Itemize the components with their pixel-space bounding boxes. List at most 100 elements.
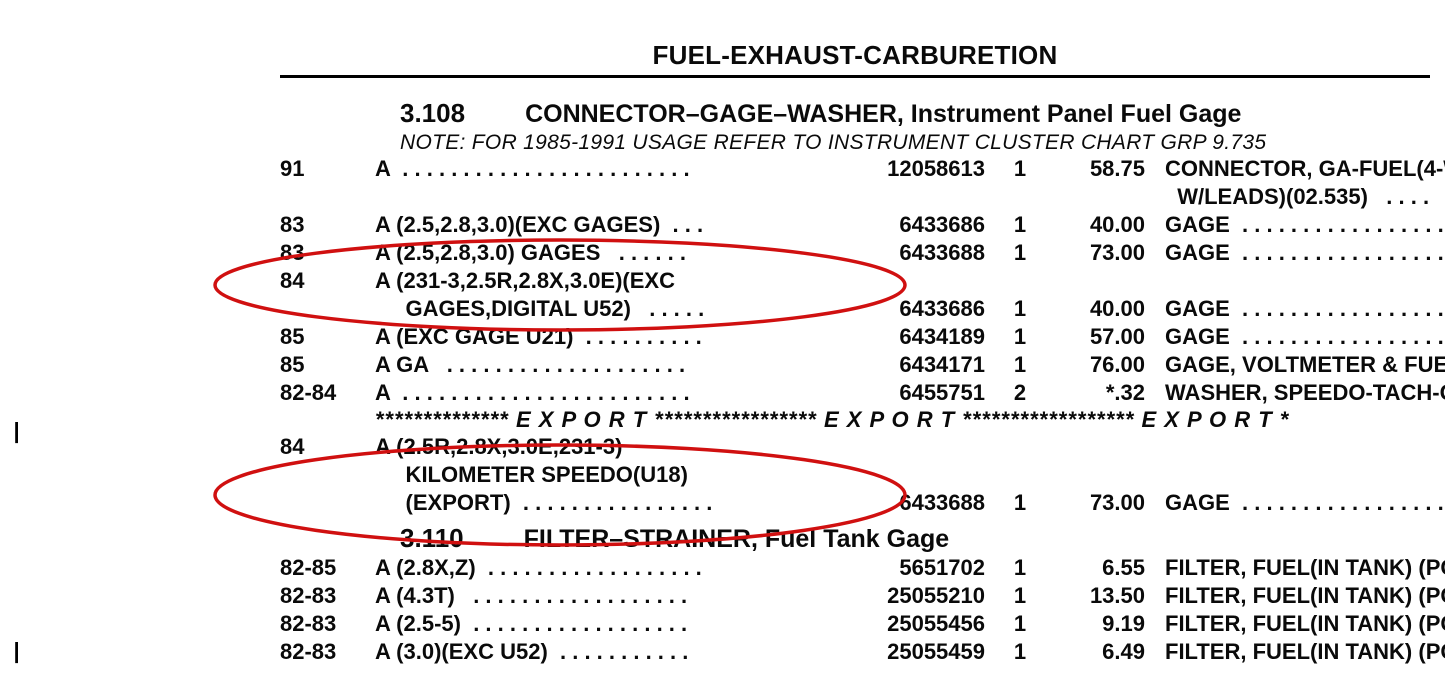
parts-table-3-108-export: 84A (2.5R,2.8X,3.0E,231-3) KILOMETER SPE… [280,433,1445,517]
item-name-cell: GAGE . . . . . . . . . . . . . . . . . . [1165,489,1445,517]
part-number-cell: 6455751 [835,379,995,407]
table-row: 82-85A (2.8X,Z) . . . . . . . . . . . . … [280,554,1445,582]
year-cell: 83 [280,239,375,267]
qty-cell: 1 [995,211,1045,239]
section-title-3-110: 3.110 FILTER–STRAINER, Fuel Tank Gage [400,523,1445,554]
year-cell: 82-85 [280,554,375,582]
qty-cell: 1 [995,295,1045,323]
section-name: FILTER–STRAINER, Fuel Tank Gage [524,525,950,554]
price-cell: 6.49 [1045,638,1165,666]
year-cell: 83 [280,211,375,239]
item-name-cell: FILTER, FUEL(IN TANK) (PG [1165,582,1445,610]
year-cell: 85 [280,323,375,351]
item-name-cell: GAGE . . . . . . . . . . . . . . . . . . [1165,295,1445,323]
margin-tick: | [10,420,23,445]
table-row: (EXPORT) . . . . . . . . . . . . . . . .… [280,489,1445,517]
qty-cell: 2 [995,379,1045,407]
qty-cell: 1 [995,638,1045,666]
year-cell: 84 [280,267,375,295]
price-cell: 76.00 [1045,351,1165,379]
section-number: 3.108 [400,98,465,129]
part-number-cell: 25055210 [835,582,995,610]
part-number-cell: 25055456 [835,610,995,638]
description-cell: A (2.8X,Z) . . . . . . . . . . . . . . .… [375,554,835,582]
table-row: 83A (2.5,2.8,3.0)(EXC GAGES) . . .643368… [280,211,1445,239]
item-name-cell: GAGE . . . . . . . . . . . . . . . . . . [1165,211,1445,239]
item-name-cell: CONNECTOR, GA-FUEL(4-W [1165,155,1445,183]
qty-cell: 1 [995,323,1045,351]
description-cell: A (3.0)(EXC U52) . . . . . . . . . . . [375,638,835,666]
table-row: KILOMETER SPEEDO(U18) [280,461,1445,489]
export-divider: ************** E X P O R T *************… [375,407,1445,433]
qty-cell: 1 [995,239,1045,267]
description-cell: A (2.5,2.8,3.0) GAGES . . . . . . [375,239,835,267]
part-number-cell: 6434189 [835,323,995,351]
item-name-cell: FILTER, FUEL(IN TANK) (PG [1165,638,1445,666]
year-cell: 91 [280,155,375,183]
part-number-cell: 6433688 [835,239,995,267]
part-number-cell: 25055459 [835,638,995,666]
parts-table-3-108: 91A . . . . . . . . . . . . . . . . . . … [280,155,1445,407]
table-row: 84A (231-3,2.5R,2.8X,3.0E)(EXC [280,267,1445,295]
table-row: 82-83A (2.5-5) . . . . . . . . . . . . .… [280,610,1445,638]
description-cell: A (EXC GAGE U21) . . . . . . . . . . [375,323,835,351]
price-cell: 13.50 [1045,582,1165,610]
part-number-cell: 5651702 [835,554,995,582]
part-number-cell: 6434171 [835,351,995,379]
item-name-cell: GAGE . . . . . . . . . . . . . . . . . . [1165,239,1445,267]
item-name-cell: GAGE . . . . . . . . . . . . . . . . . . [1165,323,1445,351]
table-row: 82-84A . . . . . . . . . . . . . . . . .… [280,379,1445,407]
left-margin: | | [0,0,200,683]
year-cell: 82-83 [280,638,375,666]
qty-cell: 1 [995,489,1045,517]
description-cell: A (2.5R,2.8X,3.0E,231-3) [375,433,835,461]
section-name: CONNECTOR–GAGE–WASHER, Instrument Panel … [525,100,1241,129]
table-row: 84A (2.5R,2.8X,3.0E,231-3) [280,433,1445,461]
price-cell: 6.55 [1045,554,1165,582]
qty-cell: 1 [995,582,1045,610]
section-note: NOTE: FOR 1985-1991 USAGE REFER TO INSTR… [400,131,1445,155]
table-row: 82-83A (4.3T) . . . . . . . . . . . . . … [280,582,1445,610]
price-cell: 40.00 [1045,295,1165,323]
part-number-cell: 12058613 [835,155,995,183]
description-cell: A (4.3T) . . . . . . . . . . . . . . . .… [375,582,835,610]
table-row: 85A GA . . . . . . . . . . . . . . . . .… [280,351,1445,379]
parts-table-3-110: 82-85A (2.8X,Z) . . . . . . . . . . . . … [280,554,1445,666]
description-cell: A (231-3,2.5R,2.8X,3.0E)(EXC [375,267,835,295]
page-header: FUEL-EXHAUST-CARBURETION [280,40,1430,78]
price-cell: 9.19 [1045,610,1165,638]
item-name-cell: WASHER, SPEEDO-TACH-G [1165,379,1445,407]
description-cell: A . . . . . . . . . . . . . . . . . . . … [375,155,835,183]
price-cell: 73.00 [1045,489,1165,517]
description-cell: A (2.5-5) . . . . . . . . . . . . . . . … [375,610,835,638]
qty-cell: 1 [995,610,1045,638]
part-number-cell: 6433686 [835,295,995,323]
description-cell: KILOMETER SPEEDO(U18) [375,461,835,489]
price-cell: 40.00 [1045,211,1165,239]
description-cell: A GA . . . . . . . . . . . . . . . . . .… [375,351,835,379]
qty-cell: 1 [995,554,1045,582]
table-row: 91A . . . . . . . . . . . . . . . . . . … [280,155,1445,183]
price-cell: 58.75 [1045,155,1165,183]
year-cell: 82-84 [280,379,375,407]
description-cell: A (2.5,2.8,3.0)(EXC GAGES) . . . [375,211,835,239]
year-cell: 82-83 [280,582,375,610]
section-title-3-108: 3.108 CONNECTOR–GAGE–WASHER, Instrument … [400,98,1445,129]
table-row: 82-83A (3.0)(EXC U52) . . . . . . . . . … [280,638,1445,666]
table-row: W/LEADS)(02.535) . . . . [280,183,1445,211]
table-row: 83A (2.5,2.8,3.0) GAGES . . . . . .64336… [280,239,1445,267]
year-cell: 85 [280,351,375,379]
price-cell: *.32 [1045,379,1165,407]
item-name-cell: W/LEADS)(02.535) . . . . [1165,183,1445,211]
price-cell: 73.00 [1045,239,1165,267]
description-cell: A . . . . . . . . . . . . . . . . . . . … [375,379,835,407]
description-cell: GAGES,DIGITAL U52) . . . . . [375,295,835,323]
table-row: GAGES,DIGITAL U52) . . . . .6433686140.0… [280,295,1445,323]
document-content: FUEL-EXHAUST-CARBURETION 3.108 CONNECTOR… [280,40,1445,666]
price-cell: 57.00 [1045,323,1165,351]
qty-cell: 1 [995,351,1045,379]
description-cell: (EXPORT) . . . . . . . . . . . . . . . . [375,489,835,517]
item-name-cell: FILTER, FUEL(IN TANK) (PG [1165,554,1445,582]
part-number-cell: 6433688 [835,489,995,517]
year-cell: 82-83 [280,610,375,638]
